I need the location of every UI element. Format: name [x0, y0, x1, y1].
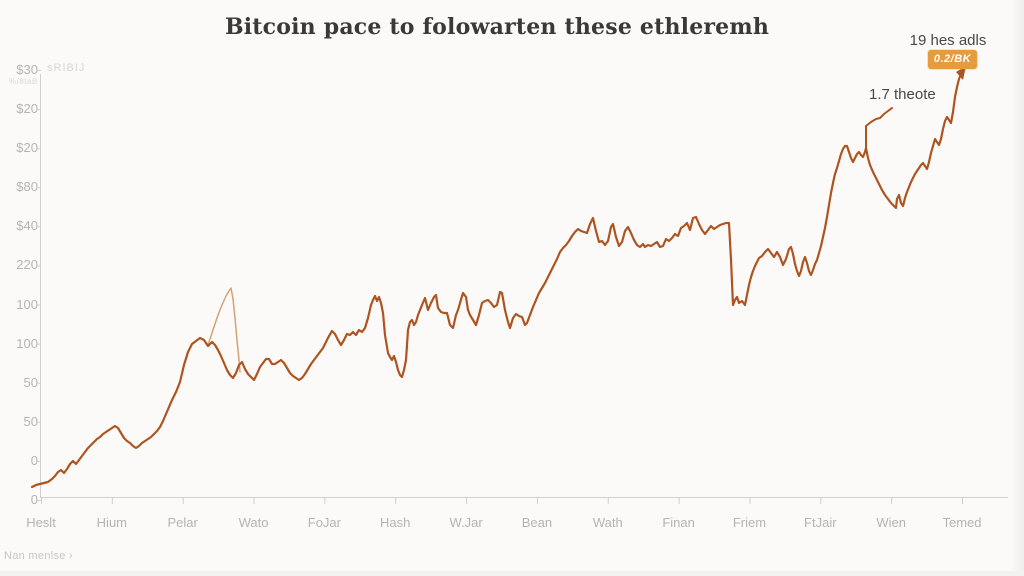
y-axis-top-suffix: sRIBIJ [47, 62, 86, 74]
y-axis-tick-label: 0 [30, 492, 38, 507]
footer-source-note[interactable]: Nan menlse › [4, 550, 74, 562]
y-axis-tick-label: $20 [16, 140, 38, 156]
x-axis-tick-label: Temed [942, 515, 982, 530]
annotation-value-badge: 0.2/BK [928, 50, 977, 69]
right-edge-shade [1011, 0, 1024, 576]
y-axis-ticks [36, 70, 41, 501]
x-axis-ticks [41, 498, 963, 504]
arrowhead-icon [956, 66, 966, 80]
y-axis-tick-label: 100 [16, 296, 38, 312]
price-spike-line [207, 287, 241, 373]
x-axis-tick-label: FtJair [804, 515, 837, 530]
price-line [30, 69, 965, 489]
chart-title: Bitcoin pace to folowarten these ethlere… [224, 14, 770, 40]
price-branch-line [865, 107, 893, 149]
x-axis-tick-label: Friem [732, 515, 767, 530]
x-axis-tick-label: Hash [380, 515, 411, 530]
x-axis-tick-label: Pelar [167, 515, 198, 530]
y-axis-tick-label: 220 [16, 257, 38, 273]
annotation-peak-label: 19 hes adls [909, 32, 987, 49]
x-axis-tick-label: Wien [876, 515, 906, 530]
x-axis-tick-label: Heslt [26, 515, 56, 530]
x-axis-tick-label: FoJar [307, 515, 341, 530]
y-axis-tick-label: $20 [16, 101, 38, 117]
annotation-mid-label: 1.7 theote [869, 86, 936, 103]
x-axis-tick-label: Wato [238, 515, 269, 530]
y-axis-tick-label: 50 [23, 413, 38, 429]
y-axis-tick-label: $40 [16, 218, 38, 234]
x-axis-tick-label: Wath [592, 515, 623, 530]
y-axis-top-subtext: %/8taB [9, 77, 38, 86]
y-axis-tick-label: 100 [16, 335, 38, 351]
bottom-edge-shade [0, 571, 1024, 576]
x-axis-tick-label: Bean [521, 515, 553, 530]
x-axis-tick-label: W.Jar [449, 515, 483, 530]
y-axis-tick-label: 50 [23, 374, 38, 390]
y-axis-tick-label: $30 [16, 62, 38, 77]
y-axis-tick-label: 0 [30, 452, 38, 468]
y-axis-tick-label: $80 [16, 179, 38, 195]
x-axis-tick-label: Finan [662, 515, 695, 530]
x-axis-tick-label: Hium [96, 515, 128, 530]
